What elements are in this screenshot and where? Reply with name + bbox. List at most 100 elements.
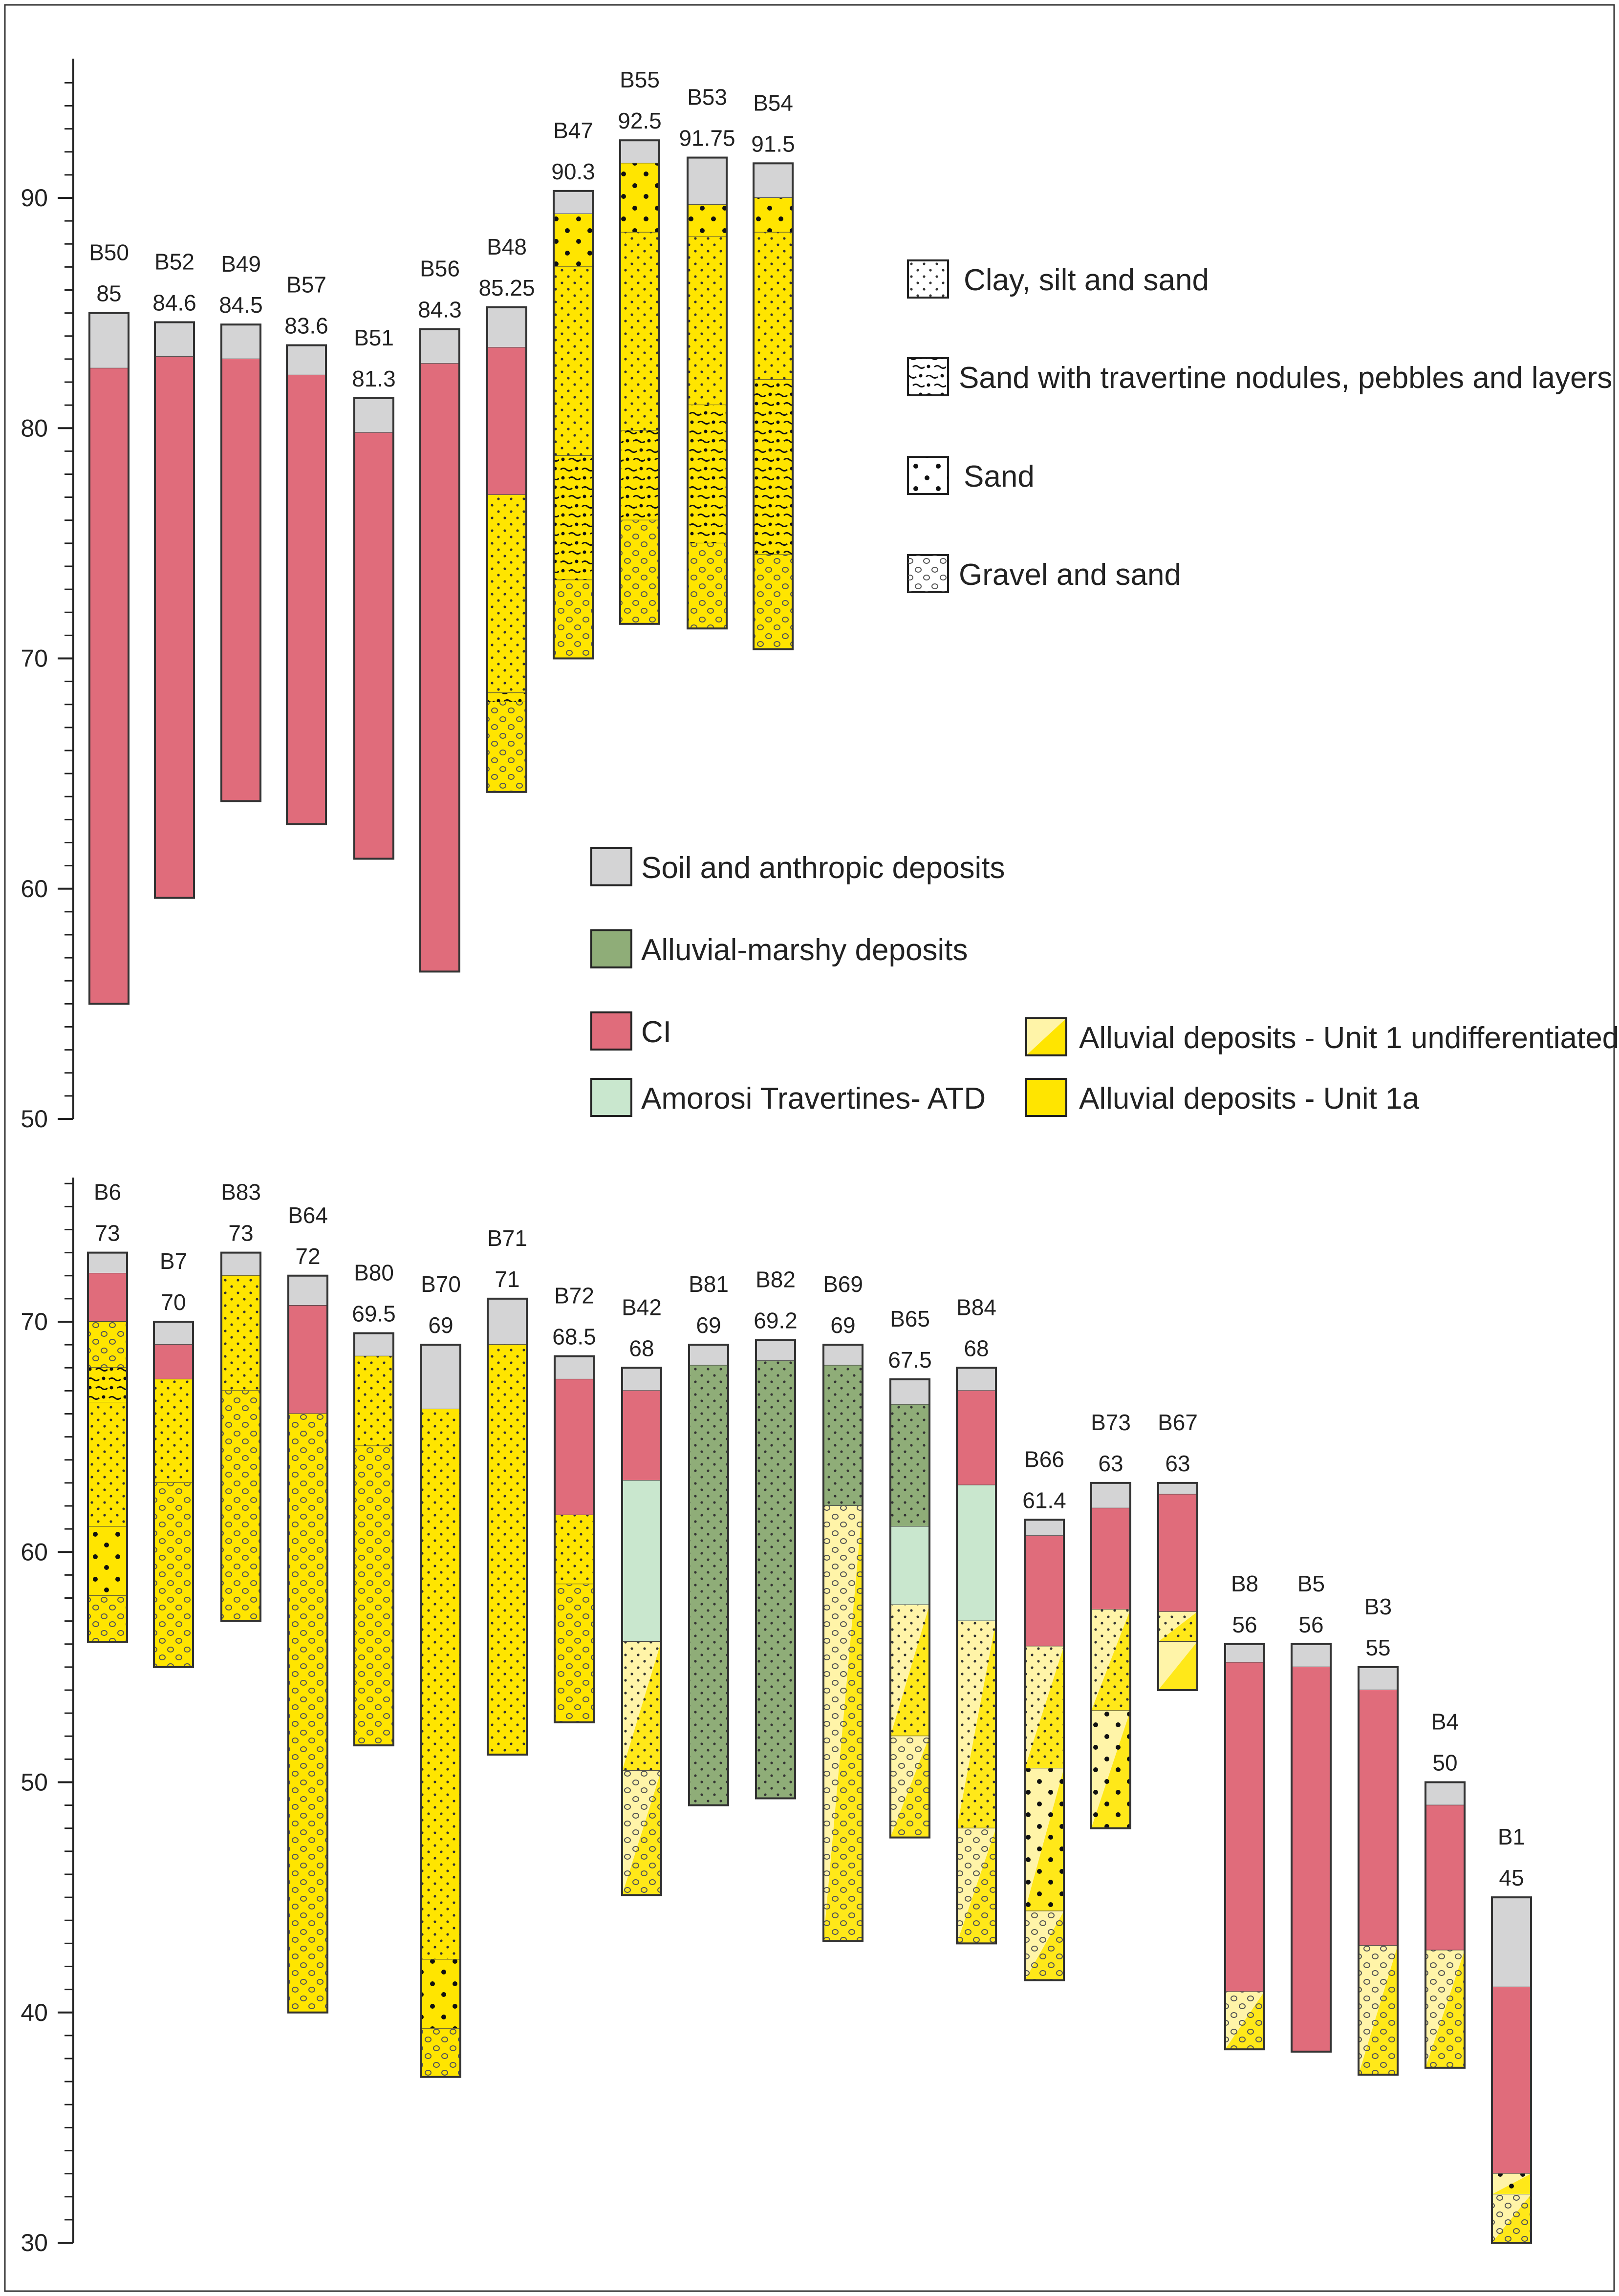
borehole-elevation: 91.75: [679, 126, 735, 151]
layer-pattern-gravel: [554, 580, 593, 659]
borehole-elevation: 91.5: [751, 131, 795, 156]
borehole-name: B47: [553, 118, 593, 143]
borehole-b83: B83 73: [220, 1180, 261, 1622]
layer-ci: [155, 357, 194, 898]
layer-ci: [288, 1306, 327, 1414]
borehole-outline: [619, 139, 660, 625]
layer-ci: [1292, 1667, 1331, 2052]
layer-pattern-trav: [754, 380, 793, 555]
layer-soil: [155, 322, 194, 357]
layer-pattern-gravel: [1359, 1946, 1398, 2075]
layer-pattern-gravel: [622, 1770, 661, 1895]
layer-atd: [622, 1481, 661, 1642]
layer-soil: [689, 1345, 728, 1366]
borehole-name: B55: [620, 67, 660, 92]
layer-pattern-clay: [622, 1642, 661, 1771]
layer-soil: [221, 1252, 260, 1276]
borehole-name: B81: [689, 1271, 729, 1297]
legend-item-undiff: Alluvial deposits - Unit 1 undifferentia…: [1025, 1017, 1619, 1056]
borehole-elevation: 68: [629, 1335, 654, 1361]
layer-soil: [1425, 1782, 1465, 1805]
legend-swatch-undiff-border: [1025, 1017, 1067, 1056]
borehole-outline: [419, 328, 460, 973]
layer-pattern-clay: [1091, 1609, 1130, 1711]
layer-soil: [688, 157, 727, 205]
borehole-b49: B49 84.5: [219, 251, 263, 802]
borehole-outline: [956, 1367, 997, 1945]
borehole-outline: [88, 312, 130, 1005]
borehole-name: B48: [487, 234, 527, 259]
layer-pattern-trav: [620, 430, 659, 520]
layer-ci: [154, 1345, 193, 1379]
legend-label-trav: Sand with travertine nodules, pebbles an…: [959, 361, 1612, 395]
layer-pattern-trav: [88, 1368, 127, 1402]
layer-pattern-clay: [1025, 1646, 1064, 1769]
borehole-name: B83: [221, 1180, 261, 1205]
legend-item-ci: CI: [590, 1011, 671, 1051]
borehole-name: B72: [554, 1283, 594, 1309]
layer-soil: [756, 1340, 795, 1361]
borehole-elevation: 72: [295, 1244, 320, 1269]
borehole-b69: B69 69: [822, 1271, 863, 1942]
y-tick-label: 30: [21, 2229, 48, 2256]
borehole-outline: [154, 321, 195, 899]
legend-item-u1a: Alluvial deposits - Unit 1a: [1025, 1078, 1420, 1117]
borehole-outline: [220, 323, 261, 802]
borehole-name: B71: [487, 1225, 527, 1251]
legend-swatch-marsh: [590, 929, 632, 968]
layer-ci: [287, 375, 326, 824]
borehole-name: B54: [753, 90, 793, 115]
layer-atd: [957, 1485, 996, 1621]
layer-ci: [1425, 1805, 1465, 1951]
legend-item-gravel: Gravel and sand: [907, 554, 1181, 593]
borehole-b55: B55 92.5: [618, 67, 662, 625]
layer-soil: [1359, 1667, 1398, 1690]
y-tick-label: 40: [21, 1999, 48, 2026]
borehole-name: B70: [421, 1271, 461, 1297]
borehole-b47: B47 90.3: [551, 118, 595, 660]
layer-soil: [1292, 1644, 1331, 1667]
legend-swatch-ci: [590, 1011, 632, 1051]
layer-pattern-clay: [1158, 1611, 1197, 1642]
borehole-elevation: 70: [161, 1289, 186, 1315]
layer-pattern-gravel: [288, 1414, 327, 2013]
layer-ci: [487, 347, 526, 495]
borehole-b57: B57 83.6: [284, 272, 328, 825]
borehole-b1: B1 45: [1491, 1824, 1532, 2244]
borehole-outline: [353, 397, 394, 860]
borehole-name: B51: [354, 325, 394, 350]
layer-soil: [421, 1345, 460, 1410]
layer-soil: [288, 1275, 327, 1306]
layer-soil: [354, 398, 393, 433]
layer-pattern-gravel: [154, 1482, 193, 1667]
layer-ci: [622, 1391, 661, 1481]
layer-soil: [88, 1252, 127, 1274]
layer-soil: [555, 1356, 594, 1379]
borehole-outline: [822, 1344, 863, 1942]
layer-pattern-sand: [1492, 2173, 1531, 2195]
legend-item-marsh: Alluvial-marshy deposits: [590, 929, 968, 968]
borehole-b48: B48 85.25: [478, 234, 535, 793]
layer-pattern-sand: [754, 198, 793, 233]
borehole-outline: [1291, 1643, 1332, 2053]
y-tick-label: 50: [21, 1769, 48, 1796]
layer-soil: [154, 1322, 193, 1345]
layer-pattern-clay: [88, 1402, 127, 1527]
borehole-b56: B56 84.3: [418, 256, 462, 973]
borehole-elevation: 68: [964, 1335, 989, 1361]
borehole-elevation: 73: [95, 1221, 120, 1246]
borehole-b51: B51 81.3: [352, 325, 396, 860]
borehole-b71: B71 71: [487, 1225, 528, 1756]
borehole-name: B82: [756, 1267, 796, 1292]
borehole-outline: [220, 1251, 261, 1622]
layer-pattern-gravel: [1225, 1992, 1264, 2050]
layer-ci: [1492, 1987, 1531, 2174]
borehole-b72: B72 68.5: [552, 1283, 596, 1723]
borehole-b53: B53 91.75: [679, 85, 735, 630]
layer-pattern-clay: [688, 237, 727, 406]
borehole-outline: [554, 1355, 595, 1723]
layer-soil: [620, 140, 659, 164]
layer-pattern-trav: [554, 455, 593, 580]
borehole-name: B84: [956, 1294, 996, 1320]
